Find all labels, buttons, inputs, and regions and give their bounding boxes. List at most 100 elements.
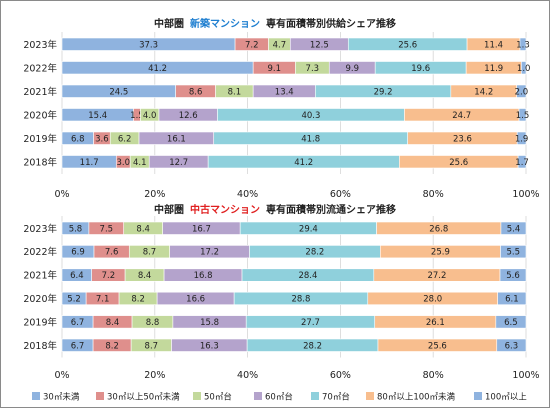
data-label: 28.4 (298, 271, 317, 281)
data-label: 8.4 (106, 318, 120, 328)
chart-panel-2: 中部圏 中古マンション 専有面積帯別流通シェア推移 2023年 5.8 7.5 8.4 16.… (23, 203, 527, 358)
legend-label: 30㎡以上50㎡未満 (107, 392, 180, 403)
data-label: 11.9 (484, 64, 503, 74)
data-label: 8.2 (105, 341, 119, 351)
data-label: 4.1 (133, 158, 147, 168)
legend-swatch (366, 392, 374, 400)
data-label: 14.2 (474, 87, 493, 97)
data-label: 8.4 (136, 224, 150, 234)
chart-title-prefix: 中部圏 (154, 17, 184, 30)
data-label: 9.1 (268, 64, 282, 74)
data-label: 19.6 (411, 64, 430, 74)
data-label: 17.2 (200, 248, 219, 258)
data-label: 25.6 (428, 341, 447, 351)
legend-label: 100㎡以上 (485, 393, 527, 403)
data-label: 11.7 (80, 158, 99, 168)
chart-title-prefix: 中部圏 (154, 203, 184, 216)
data-label: 25.9 (431, 248, 450, 258)
x-tick-label: 100% (512, 189, 539, 200)
data-label: 24.5 (109, 87, 128, 97)
data-label: 6.7 (71, 318, 85, 328)
data-label: 26.8 (429, 224, 448, 234)
data-label: 7.2 (102, 271, 116, 281)
data-label: 8.1 (228, 87, 242, 97)
data-label: 28.2 (305, 248, 324, 258)
data-label: 11.4 (484, 40, 503, 50)
bar-segment (500, 245, 527, 259)
data-label: 1.7 (515, 158, 529, 168)
x-tick-label: 60% (330, 189, 351, 200)
data-label: 16.8 (194, 271, 213, 281)
data-label: 4.7 (273, 40, 287, 50)
data-label: 12.5 (310, 40, 329, 50)
data-label: 3.0 (116, 158, 130, 168)
x-tick-label: 20% (144, 370, 165, 381)
data-label: 5.5 (506, 248, 520, 258)
data-label: 15.8 (200, 318, 219, 328)
data-label: 8.2 (131, 294, 145, 304)
data-label: 23.6 (453, 134, 472, 144)
data-label: 16.3 (200, 341, 219, 351)
legend-swatch (254, 392, 262, 400)
data-label: 41.2 (148, 64, 167, 74)
data-label: 6.4 (70, 271, 84, 281)
data-label: 25.6 (398, 40, 417, 50)
data-label: 6.7 (71, 341, 85, 351)
data-label: 9.9 (345, 64, 359, 74)
data-label: 1.5 (516, 111, 530, 121)
bar-segment (516, 84, 527, 98)
category-label: 2023年 (23, 39, 57, 51)
data-label: 26.1 (426, 318, 445, 328)
legend: 30㎡未満 30㎡以上50㎡未満 50㎡台 60㎡台 70㎡台 80㎡以上100㎡未満 10… (32, 392, 527, 403)
data-label: 8.7 (145, 341, 159, 351)
data-label: 5.4 (507, 224, 521, 234)
chart-title-highlight: 新築マンション (190, 17, 260, 30)
chart-title-suffix: 専有面積帯別供給シェア推移 (266, 17, 396, 30)
legend-swatch (474, 392, 482, 400)
data-label: 15.4 (88, 111, 107, 121)
data-label: 27.7 (301, 318, 320, 328)
x-tick-label: 80% (423, 189, 444, 200)
category-label: 2018年 (23, 340, 57, 352)
data-label: 24.7 (452, 111, 471, 121)
legend-label: 70㎡台 (322, 392, 350, 403)
data-label: 28.0 (423, 294, 442, 304)
data-label: 6.2 (118, 134, 132, 144)
legend-swatch (96, 392, 104, 400)
data-label: 8.6 (189, 87, 203, 97)
data-label: 6.5 (504, 318, 518, 328)
bar-segment (516, 131, 527, 145)
category-label: 2019年 (23, 133, 57, 145)
data-label: 7.6 (105, 248, 119, 258)
category-label: 2019年 (23, 316, 57, 328)
x-tick-label: 40% (237, 189, 258, 200)
data-label: 1.0 (517, 64, 531, 74)
data-label: 37.3 (139, 40, 158, 50)
bar-segment (499, 268, 527, 282)
data-label: 29.4 (299, 224, 318, 234)
bar-segment (495, 315, 527, 329)
category-label: 2023年 (23, 223, 57, 235)
data-label: 28.8 (291, 294, 310, 304)
data-label: 2.0 (515, 87, 529, 97)
legend-swatch (193, 392, 201, 400)
chart-title: 中部圏 中古マンション 専有面積帯別流通シェア推移 (154, 203, 396, 216)
bar-segment (497, 291, 527, 306)
data-label: 12.7 (169, 158, 188, 168)
bar-segment (521, 61, 527, 75)
chart-title-highlight: 中古マンション (190, 203, 260, 216)
data-label: 8.4 (138, 271, 152, 281)
x-tick-label: 60% (330, 370, 351, 381)
category-label: 2022年 (23, 246, 57, 258)
data-label: 12.6 (179, 111, 198, 121)
category-label: 2022年 (23, 62, 57, 74)
data-label: 5.2 (67, 294, 81, 304)
data-label: 6.9 (71, 248, 85, 258)
data-label: 7.3 (306, 64, 320, 74)
legend-swatch (32, 392, 40, 400)
chart-panel-1: 中部圏 新築マンション 専有面積帯別供給シェア推移 2023年 37.3 7.2 4.7 12… (23, 17, 539, 200)
data-label: 1.5 (130, 111, 144, 121)
data-label: 29.2 (374, 87, 393, 97)
legend-swatch (311, 392, 319, 400)
